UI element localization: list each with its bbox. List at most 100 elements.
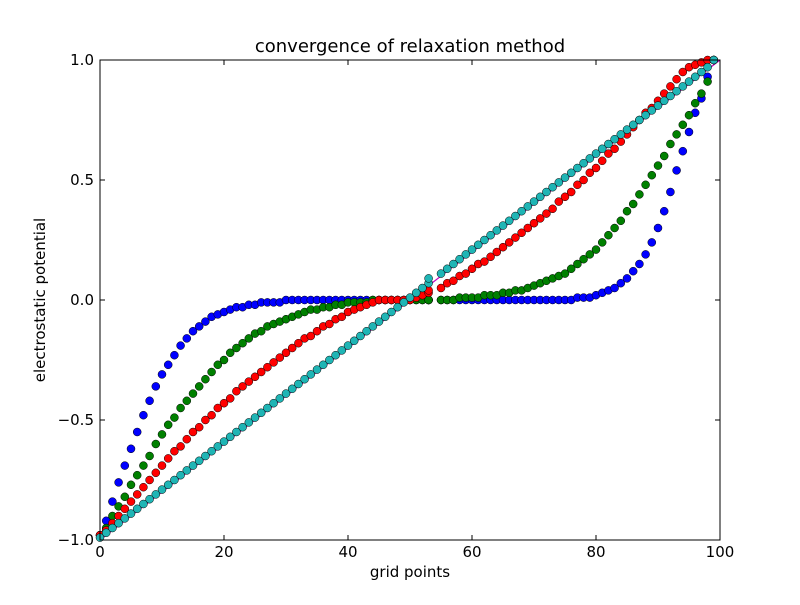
data-point (616, 130, 626, 139)
data-point (108, 497, 117, 506)
data-point (145, 475, 154, 485)
data-point (263, 403, 272, 413)
data-point (294, 379, 303, 389)
x-tick-label: 100 (706, 543, 735, 561)
data-point (101, 528, 111, 538)
data-point (318, 360, 328, 370)
data-point (263, 362, 272, 372)
data-point (659, 151, 669, 161)
data-point (511, 233, 520, 242)
data-point (697, 67, 706, 77)
data-point (436, 269, 446, 278)
data-point (201, 317, 210, 326)
data-point (411, 288, 421, 298)
data-point (343, 341, 353, 350)
data-point (604, 230, 613, 240)
data-point (573, 163, 582, 173)
data-point (114, 518, 123, 528)
data-point (535, 214, 545, 223)
data-point (666, 82, 675, 91)
data-point (480, 235, 489, 245)
data-point (337, 346, 347, 355)
data-point (232, 343, 241, 353)
y-tick-label: −1.0 (58, 531, 94, 549)
data-point (349, 336, 359, 346)
data-point (188, 461, 198, 470)
data-point (176, 403, 185, 413)
data-point (659, 96, 669, 106)
data-point (405, 293, 415, 302)
data-point (157, 430, 167, 439)
data-point (449, 276, 458, 286)
data-point (597, 144, 607, 154)
data-point (287, 343, 297, 353)
data-point (213, 442, 223, 451)
data-point (170, 446, 179, 456)
data-point (517, 206, 526, 216)
data-point (139, 410, 148, 420)
data-point (467, 264, 477, 274)
data-point (492, 247, 502, 257)
data-point (504, 238, 514, 247)
data-point (145, 396, 154, 406)
data-point (157, 485, 167, 494)
data-point (585, 154, 595, 163)
data-point (418, 283, 427, 293)
data-point (548, 182, 557, 192)
data-point (641, 250, 650, 259)
plot-frame (99, 59, 721, 541)
data-point (610, 283, 619, 293)
data-point (616, 216, 626, 226)
data-point (672, 74, 681, 84)
data-point (622, 274, 632, 283)
data-point (337, 312, 347, 322)
data-point (374, 317, 384, 326)
data-point (678, 146, 688, 156)
y-axis-label: electrostatic potential (31, 218, 49, 382)
data-point (300, 374, 309, 384)
data-point (232, 386, 241, 396)
data-point (486, 252, 495, 262)
data-point (238, 338, 247, 348)
data-point (548, 204, 557, 214)
data-point (219, 398, 229, 408)
data-point (597, 156, 607, 166)
data-point (356, 331, 365, 341)
data-point (132, 427, 142, 437)
data-point (139, 461, 148, 470)
data-point (120, 461, 130, 470)
data-point (126, 480, 136, 490)
data-point (120, 492, 130, 502)
data-point (697, 89, 706, 98)
data-point (573, 259, 582, 269)
data-point (672, 86, 681, 96)
data-point (151, 468, 161, 478)
data-point (604, 149, 613, 158)
data-point (170, 475, 179, 485)
data-point (449, 259, 458, 269)
data-point (256, 367, 266, 377)
data-point (641, 110, 650, 120)
data-point (523, 202, 533, 211)
data-point (436, 283, 446, 293)
data-point (610, 144, 619, 154)
data-point (628, 120, 638, 130)
data-point (145, 494, 154, 504)
data-point (647, 106, 657, 115)
data-point (504, 216, 514, 226)
data-point (188, 427, 198, 437)
data-point (684, 110, 694, 120)
data-point (653, 223, 663, 233)
data-point (684, 127, 694, 137)
data-point (151, 490, 161, 499)
data-point (566, 187, 576, 197)
data-point (201, 374, 210, 384)
y-tick-label: 0.0 (70, 291, 94, 309)
data-point (610, 223, 619, 233)
data-point (225, 394, 235, 403)
x-tick-label: 60 (462, 543, 481, 561)
data-point (207, 367, 216, 377)
data-point (157, 370, 167, 379)
